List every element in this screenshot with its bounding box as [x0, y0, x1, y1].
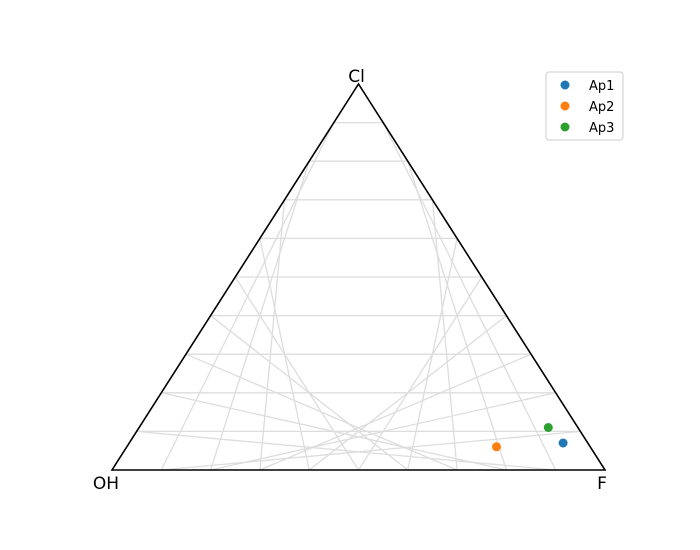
legend-marker-ap1 — [560, 80, 570, 90]
legend-label-ap2: Ap2 — [589, 100, 614, 115]
grid-line — [210, 315, 409, 471]
grid-line — [382, 122, 557, 471]
ternary-grid — [136, 121, 581, 471]
data-points — [492, 423, 568, 452]
data-point-ap2 — [492, 442, 501, 452]
grid-line — [185, 353, 458, 471]
ternary-triangle-frame — [110, 82, 607, 471]
legend-marker-ap3 — [560, 122, 570, 132]
vertex-label-top: Cl — [348, 67, 365, 87]
legend-marker-ap2 — [560, 101, 570, 111]
legend: Ap1 Ap2 Ap3 — [545, 71, 624, 141]
grid-line — [234, 276, 360, 471]
grid-line — [136, 430, 556, 471]
grid-line — [407, 161, 508, 471]
data-point-ap1 — [558, 438, 568, 448]
legend-label-ap3: Ap3 — [589, 121, 614, 136]
grid-line — [431, 199, 458, 471]
grid-line — [407, 238, 458, 471]
grid-line — [161, 392, 507, 471]
vertex-label-left: OH — [93, 474, 119, 494]
vertex-label-right: F — [597, 474, 607, 494]
grid-line — [357, 276, 483, 471]
legend-label-ap1: Ap1 — [589, 79, 614, 94]
data-point-ap3 — [543, 423, 553, 432]
